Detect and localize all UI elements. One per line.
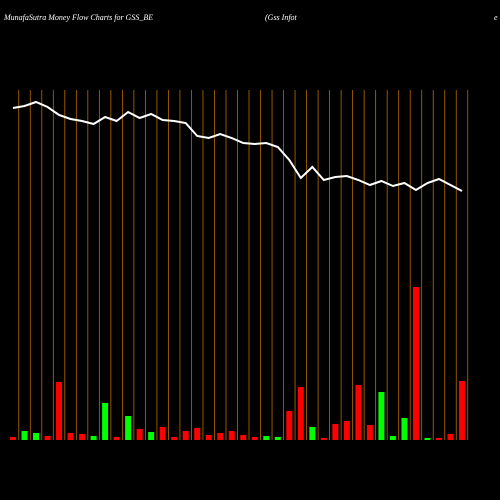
- bar: [148, 432, 155, 440]
- bar: [136, 429, 143, 440]
- bar: [113, 437, 120, 440]
- bar: [320, 438, 327, 440]
- bar: [447, 434, 454, 440]
- bar: [309, 427, 316, 440]
- bar: [297, 387, 304, 440]
- bar: [33, 433, 40, 440]
- bar: [67, 433, 74, 440]
- bar: [401, 418, 408, 440]
- bar: [205, 435, 212, 440]
- bar: [44, 436, 51, 440]
- bar: [102, 403, 109, 440]
- price-line: [12, 100, 463, 192]
- bar: [217, 433, 224, 440]
- bar: [366, 425, 373, 440]
- bar: [251, 437, 258, 440]
- bar: [171, 437, 178, 440]
- bar: [56, 382, 63, 440]
- bar: [194, 428, 201, 440]
- bar: [79, 434, 86, 440]
- bar: [355, 385, 362, 440]
- column-lines: [18, 90, 469, 440]
- bar: [21, 431, 28, 440]
- bar: [90, 436, 97, 440]
- chart-title: MunafaSutra Money Flow Charts for GSS_BE: [3, 13, 153, 22]
- bar: [125, 416, 132, 440]
- bar: [182, 431, 189, 440]
- bar: [10, 437, 16, 440]
- bar: [343, 421, 350, 440]
- bar: [459, 381, 465, 440]
- bar: [332, 424, 339, 440]
- bar: [389, 436, 396, 440]
- bar: [435, 438, 442, 440]
- bar: [274, 437, 281, 440]
- bar: [378, 392, 385, 440]
- bar: [424, 438, 431, 440]
- bar: [159, 427, 166, 440]
- chart-subtitle: (Gss Infot: [265, 13, 298, 22]
- bar: [263, 436, 270, 440]
- bar: [412, 287, 419, 440]
- corner-text: e: [494, 13, 498, 22]
- bar: [286, 411, 293, 440]
- bar: [228, 431, 235, 440]
- bar: [240, 435, 247, 440]
